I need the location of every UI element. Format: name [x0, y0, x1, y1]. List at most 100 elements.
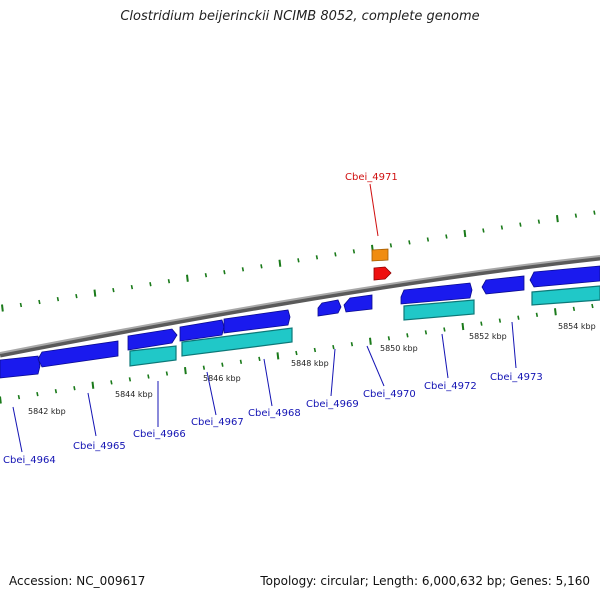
gene-label-cbei-4968[interactable]: Cbei_4968	[248, 408, 301, 419]
scale-tick	[556, 214, 559, 223]
scale-tick	[352, 249, 356, 254]
scale-tick	[424, 330, 428, 335]
scale-tick	[332, 344, 335, 350]
cds-arrow[interactable]	[343, 294, 373, 313]
cds-arrow[interactable]	[400, 282, 473, 305]
gene-bar[interactable]	[129, 345, 177, 367]
accession-text: Accession: NC_009617	[9, 574, 146, 588]
scale-tick	[572, 306, 576, 312]
scale-tick	[480, 321, 483, 326]
scale-tick	[334, 252, 337, 257]
scale-tick	[461, 322, 465, 331]
gene-label-cbei-4966[interactable]: Cbei_4966	[133, 429, 186, 440]
genome-summary-text: Topology: circular; Length: 6,000,632 bp…	[260, 574, 590, 588]
kbp-label: 5848 kbp	[291, 359, 329, 368]
scale-tick	[19, 302, 23, 308]
scale-tick	[110, 380, 113, 385]
kbp-label: 5854 kbp	[558, 322, 596, 331]
gene-label-cbei-4971[interactable]: Cbei_4971	[345, 172, 398, 183]
scale-tick	[184, 366, 187, 375]
scale-tick	[445, 234, 448, 239]
scale-tick	[1, 304, 4, 312]
scale-tick	[91, 381, 95, 389]
scale-tick	[128, 377, 132, 382]
cds-arrow[interactable]	[223, 309, 291, 334]
scale-tick	[350, 342, 354, 347]
scale-tick	[591, 303, 594, 309]
highlight-gene-box[interactable]	[371, 248, 389, 262]
gene-label-cbei-4964[interactable]: Cbei_4964	[3, 455, 56, 466]
scale-tick	[112, 287, 115, 293]
scale-tick	[75, 293, 78, 299]
scale-tick	[186, 274, 189, 282]
scale-tick	[147, 374, 150, 379]
scale-tick	[204, 273, 208, 278]
scale-tick	[387, 336, 391, 341]
scale-tick	[537, 219, 541, 224]
scale-tick	[593, 210, 596, 215]
gene-labels: Cbei_4964 Cbei_4965 Cbei_4966 Cbei_4967 …	[3, 172, 543, 466]
scale-tick	[463, 229, 467, 238]
scale-tick	[426, 237, 430, 242]
scale-tick	[389, 243, 393, 248]
scale-tick	[54, 389, 58, 394]
gene-label-cbei-4973[interactable]: Cbei_4973	[490, 372, 543, 383]
scale-tick	[73, 386, 76, 391]
gene-label-cbei-4970[interactable]: Cbei_4970	[363, 389, 416, 400]
scale-tick	[443, 327, 446, 332]
scale-tick	[258, 356, 261, 362]
scale-tick	[482, 228, 485, 233]
scale-tick	[17, 394, 21, 400]
gene-features	[0, 248, 600, 379]
tick-marks	[0, 210, 596, 404]
scale-tick	[500, 225, 504, 230]
cds-arrow[interactable]	[179, 319, 225, 342]
kbp-label: 5850 kbp	[380, 344, 418, 353]
scale-tick	[221, 362, 224, 367]
scale-tick	[0, 396, 2, 404]
scale-tick	[278, 259, 282, 267]
scale-tick	[554, 308, 557, 316]
scale-tick	[574, 213, 578, 218]
scale-tick	[93, 289, 97, 297]
scale-tick	[535, 312, 539, 317]
scale-tick	[297, 258, 300, 263]
cds-arrow[interactable]	[317, 299, 342, 317]
gene-bar[interactable]	[531, 285, 600, 306]
scale-tick	[369, 337, 372, 345]
highlight-cds-arrow[interactable]	[373, 266, 392, 281]
kbp-label: 5852 kbp	[469, 332, 507, 341]
gene-label-cbei-4969[interactable]: Cbei_4969	[306, 399, 359, 410]
scale-tick	[276, 352, 280, 360]
gene-label-cbei-4965[interactable]: Cbei_4965	[73, 441, 126, 452]
cds-arrow[interactable]	[37, 340, 119, 368]
kbp-label: 5846 kbp	[203, 374, 241, 383]
scale-tick	[406, 333, 409, 338]
scale-tick	[313, 347, 317, 353]
scale-tick	[36, 391, 39, 397]
cds-arrow[interactable]	[481, 275, 525, 295]
cds-arrow[interactable]	[127, 328, 178, 351]
gene-bar[interactable]	[403, 299, 475, 321]
cds-arrow[interactable]	[0, 355, 41, 379]
cds-arrow[interactable]	[529, 265, 600, 288]
scale-tick	[260, 264, 263, 269]
scale-tick	[223, 270, 226, 275]
scale-tick	[165, 371, 169, 376]
scale-tick	[498, 318, 502, 323]
scale-tick	[239, 359, 243, 364]
scale-tick	[519, 222, 522, 227]
scale-tick	[315, 255, 319, 260]
kbp-label: 5844 kbp	[115, 390, 153, 399]
scale-tick	[167, 279, 171, 284]
scale-tick	[56, 296, 60, 302]
kbp-labels: 5842 kbp 5844 kbp 5846 kbp 5848 kbp 5850…	[28, 322, 596, 416]
map-title: Clostridium beijerinckii NCIMB 8052, com…	[120, 9, 480, 24]
genome-backbone	[0, 255, 600, 358]
gene-label-cbei-4972[interactable]: Cbei_4972	[424, 381, 477, 392]
gene-bar[interactable]	[181, 327, 293, 357]
scale-tick	[149, 282, 152, 287]
scale-tick	[241, 267, 245, 272]
gene-label-cbei-4967[interactable]: Cbei_4967	[191, 417, 244, 428]
label-leaders	[12, 183, 517, 453]
